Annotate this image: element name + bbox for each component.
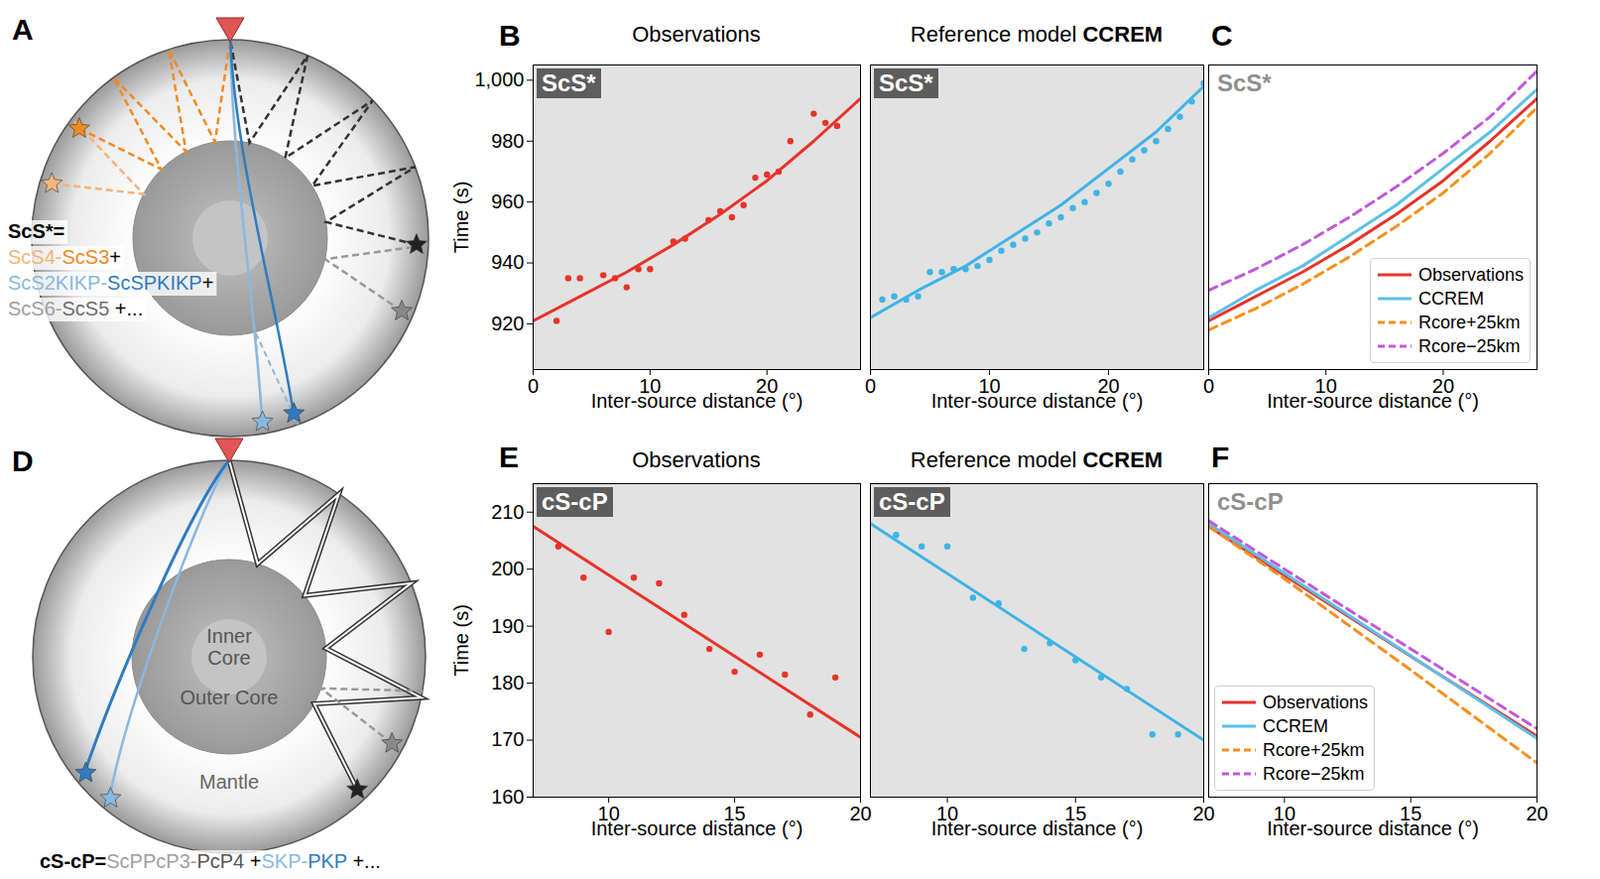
- html-text:Reference model CCREM: Reference model CCREM: [910, 21, 1163, 47]
- html-text:Observations: Observations: [1262, 692, 1368, 713]
- svg-text:Core: Core: [207, 646, 250, 669]
- svg-text:20: 20: [1192, 802, 1215, 825]
- svg-text:20: 20: [849, 802, 871, 825]
- svg-text:Time (s): Time (s): [450, 604, 473, 677]
- svg-text:Inter-source distance (°): Inter-source distance (°): [931, 817, 1144, 840]
- html-text:B: B: [498, 18, 521, 52]
- svg-text:10: 10: [978, 374, 1001, 397]
- svg-text:15: 15: [1064, 802, 1087, 825]
- svg-text:Time (s): Time (s): [450, 181, 473, 254]
- svg-text:Inner: Inner: [206, 624, 252, 647]
- svg-text:960: 960: [491, 190, 524, 213]
- svg-text:940: 940: [491, 250, 524, 273]
- html-text:C: C: [1211, 18, 1233, 52]
- svg-text:180: 180: [491, 671, 524, 694]
- svg-text:1,000: 1,000: [474, 68, 524, 91]
- html-text:F: F: [1211, 440, 1230, 474]
- html-text:ScS*: ScS*: [541, 69, 596, 97]
- svg-text:160: 160: [491, 785, 524, 808]
- svg-text:190: 190: [491, 615, 524, 637]
- html-text:cS-cP: cS-cP: [878, 488, 946, 515]
- svg-text:0: 0: [527, 374, 539, 397]
- html-text:Reference model CCREM: Reference model CCREM: [910, 447, 1163, 473]
- svg-text:10: 10: [936, 802, 959, 825]
- svg-text:10: 10: [597, 802, 620, 825]
- svg-text:10: 10: [1314, 374, 1337, 397]
- svg-text:200: 200: [491, 557, 524, 580]
- html-text:ScS*: ScS*: [1217, 69, 1272, 97]
- html-text:A: A: [11, 12, 34, 46]
- svg-text:ScS6-ScS5 +...: ScS6-ScS5 +...: [7, 297, 143, 320]
- svg-text:20: 20: [1432, 374, 1455, 397]
- svg-text:ScS2KIKP-ScSPKIKP+: ScS2KIKP-ScSPKIKP+: [7, 271, 214, 294]
- svg-text:Mantle: Mantle: [199, 770, 259, 793]
- svg-text:Outer Core: Outer Core: [180, 686, 279, 709]
- svg-text:10: 10: [1273, 802, 1296, 825]
- svg-text:10: 10: [639, 374, 662, 397]
- svg-text:ScS*=: ScS*=: [7, 220, 65, 243]
- html-text:cS-cP: cS-cP: [1217, 488, 1284, 515]
- html-text:Observations: Observations: [632, 447, 761, 473]
- svg-text:15: 15: [1399, 802, 1422, 825]
- svg-text:Inter-source distance (°): Inter-source distance (°): [591, 389, 804, 412]
- html-text:Rcore−25km: Rcore−25km: [1418, 336, 1521, 357]
- html-text:Rcore+25km: Rcore+25km: [1262, 739, 1365, 760]
- svg-text:20: 20: [1097, 374, 1120, 397]
- html-text:E: E: [498, 440, 519, 474]
- svg-text:Inter-source distance (°): Inter-source distance (°): [591, 817, 804, 840]
- html-text:CCREM: CCREM: [1262, 716, 1329, 737]
- html-text:cS-cP: cS-cP: [541, 488, 608, 515]
- svg-text:Inter-source distance (°): Inter-source distance (°): [1266, 389, 1479, 412]
- svg-text:15: 15: [723, 802, 746, 825]
- svg-text:Inter-source distance (°): Inter-source distance (°): [1266, 817, 1479, 840]
- svg-text:920: 920: [491, 312, 524, 335]
- html-text:Observations: Observations: [632, 21, 761, 47]
- svg-text:Inter-source distance (°): Inter-source distance (°): [931, 389, 1144, 412]
- svg-text:0: 0: [1203, 374, 1215, 397]
- html-text:CCREM: CCREM: [1418, 288, 1484, 309]
- svg-text:980: 980: [491, 129, 524, 152]
- svg-text:20: 20: [1525, 802, 1548, 825]
- svg-text:cS-cP=ScPPcP3-PcP4 +SKP-PKP +.: cS-cP=ScPPcP3-PcP4 +SKP-PKP +...: [39, 850, 381, 872]
- html-text:ScS*: ScS*: [878, 69, 934, 97]
- html-text:Rcore−25km: Rcore−25km: [1262, 763, 1365, 784]
- html-text:D: D: [11, 444, 34, 478]
- svg-text:0: 0: [864, 374, 876, 397]
- svg-text:170: 170: [491, 728, 524, 750]
- html-text:Rcore+25km: Rcore+25km: [1418, 312, 1521, 333]
- svg-text:20: 20: [755, 374, 778, 397]
- svg-text:210: 210: [491, 500, 524, 523]
- svg-text:ScS4-ScS3+: ScS4-ScS3+: [7, 246, 122, 268]
- html-text:Observations: Observations: [1418, 264, 1524, 285]
